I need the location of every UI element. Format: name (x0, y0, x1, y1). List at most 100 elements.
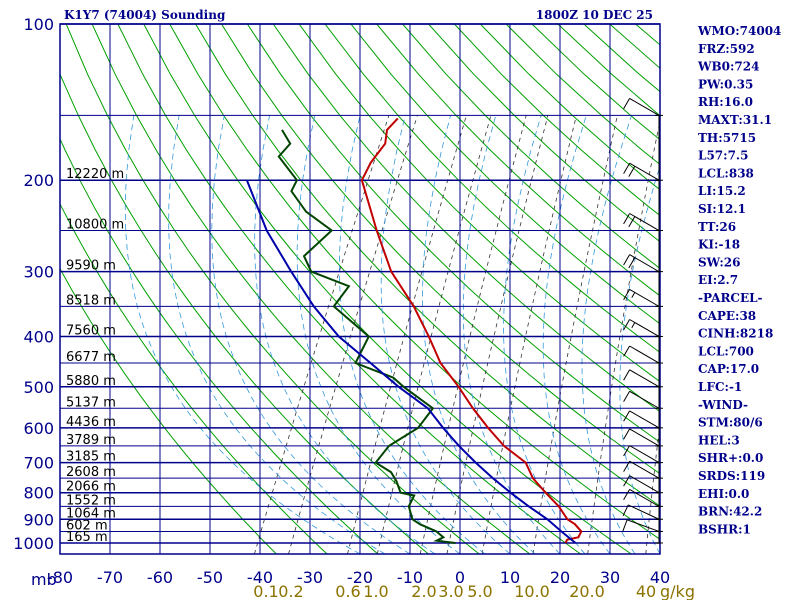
height-label: 2608 m (66, 465, 116, 480)
height-label: 12220 m (66, 167, 124, 182)
wind-barb (623, 460, 663, 479)
pressure-tick-label: 600 (23, 419, 54, 438)
pressure-tick-label: 800 (23, 484, 54, 503)
pressure-unit: mb (31, 570, 57, 589)
mixing-ratio-tick-label: 20.0 (569, 582, 605, 600)
mixing-ratio-tick-label: 0.1 (253, 582, 278, 600)
height-label: 8518 m (66, 293, 116, 308)
dry-adiabat (376, 24, 660, 297)
sounding-index: -PARCEL- (698, 291, 763, 305)
chart-title: K1Y7 (74004) Sounding (64, 8, 226, 22)
dry-adiabat (117, 24, 581, 554)
mixing-ratio-tick-label: 0.2 (278, 582, 303, 600)
wind-barb (623, 97, 663, 116)
sounding-index: WMO:74004 (697, 24, 781, 38)
moist-adiabat (542, 115, 611, 554)
dewpoint-profile (277, 129, 456, 544)
dry-adiabat (350, 24, 660, 325)
temperature-tick-label: -40 (247, 568, 273, 587)
sounding-index: SRDS:119 (698, 469, 765, 483)
sounding-index: SHR+:0.0 (698, 451, 763, 465)
wind-barb (623, 445, 663, 464)
height-label: 5880 m (66, 374, 116, 389)
pressure-tick-label: 700 (23, 454, 54, 473)
wind-barb (622, 504, 663, 520)
height-label: 5137 m (66, 395, 116, 410)
temperature-tick-label: -30 (297, 568, 323, 587)
dry-adiabat (272, 24, 660, 413)
height-label: 3185 m (66, 450, 116, 465)
wind-barb (623, 162, 663, 181)
height-label: 9590 m (66, 259, 116, 274)
dry-adiabat (60, 267, 277, 554)
sounding-index: STM:80/6 (698, 416, 763, 430)
height-label: 6677 m (66, 350, 116, 365)
pressure-tick-label: 200 (23, 171, 54, 190)
moist-adiabat (211, 115, 411, 554)
moist-adiabat (296, 115, 461, 554)
dry-adiabat (60, 202, 328, 554)
dry-adiabat (583, 24, 660, 93)
sounding-index: BRN:42.2 (698, 505, 762, 519)
temperature-tick-label: 20 (550, 568, 570, 587)
mixing-ratio-tick-label: 40 (636, 582, 656, 600)
height-label: 1552 m (66, 493, 116, 508)
wind-barb (622, 519, 663, 532)
mixing-ratio-line (532, 115, 618, 554)
sounding-index: EHI:0.0 (698, 487, 749, 501)
height-label: 1064 m (66, 506, 116, 521)
parcel-trace (245, 179, 577, 544)
sounding-index: EI:2.7 (698, 273, 738, 287)
sounding-index: TH:5715 (698, 131, 756, 145)
temperature-tick-label: -10 (397, 568, 423, 587)
sounding-index: MAXT:31.1 (698, 113, 772, 127)
height-label: 2066 m (66, 480, 116, 495)
temperature-tick-label: -70 (97, 568, 123, 587)
temperature-tick-label: -20 (347, 568, 373, 587)
dry-adiabat (91, 24, 531, 554)
mixing-ratio-line (481, 115, 577, 554)
pressure-tick-label: 100 (23, 15, 54, 34)
dry-adiabat (65, 24, 480, 554)
wind-barb (623, 410, 663, 429)
wind-barb (623, 345, 663, 364)
sounding-index: SW:26 (698, 255, 740, 269)
temperature-tick-label: -80 (47, 568, 73, 587)
sounding-index: PW:0.35 (698, 77, 753, 91)
moist-adiabat (168, 115, 386, 554)
dry-adiabat (402, 24, 660, 270)
wind-barb (623, 213, 663, 232)
moist-adiabat (581, 115, 636, 554)
sounding-index: LCL:700 (698, 344, 754, 358)
sounding-index: KI:-18 (698, 238, 740, 252)
mixing-ratio-unit: g/kg (660, 582, 695, 600)
pressure-tick-label: 500 (23, 378, 54, 397)
mixing-ratio-tick-label: 5.0 (467, 582, 492, 600)
mixing-ratio-tick-label: 0.6 (335, 582, 360, 600)
height-label: 602 m (66, 518, 108, 533)
dry-adiabat (428, 24, 660, 243)
mixing-ratio-tick-label: 3.0 (438, 582, 463, 600)
moist-adiabat (462, 115, 561, 554)
chart-time: 1800Z 10 DEC 25 (536, 8, 653, 22)
mixing-ratio-line (376, 115, 492, 554)
sounding-index: HEL:3 (698, 433, 740, 447)
sounding-index: FRZ:592 (698, 42, 755, 56)
dry-adiabat (195, 24, 660, 507)
mixing-ratio-line (446, 115, 549, 554)
sounding-index: RH:16.0 (698, 95, 753, 109)
mixing-ratio-tick-label: 1.0 (363, 582, 388, 600)
sounding-index: CINH:8218 (698, 327, 773, 341)
sounding-index: CAPE:38 (698, 309, 756, 323)
height-label: 3789 m (66, 433, 116, 448)
pressure-tick-label: 900 (23, 510, 54, 529)
temperature-tick-label: 30 (600, 568, 620, 587)
dry-adiabat (298, 24, 660, 383)
wind-barb (623, 369, 663, 388)
sounding-index: BSHR:1 (698, 522, 751, 536)
wind-barb (623, 288, 663, 307)
mixing-ratio-line (254, 115, 390, 554)
height-label: 165 m (66, 530, 108, 545)
pressure-tick-label: 1000 (13, 534, 54, 553)
